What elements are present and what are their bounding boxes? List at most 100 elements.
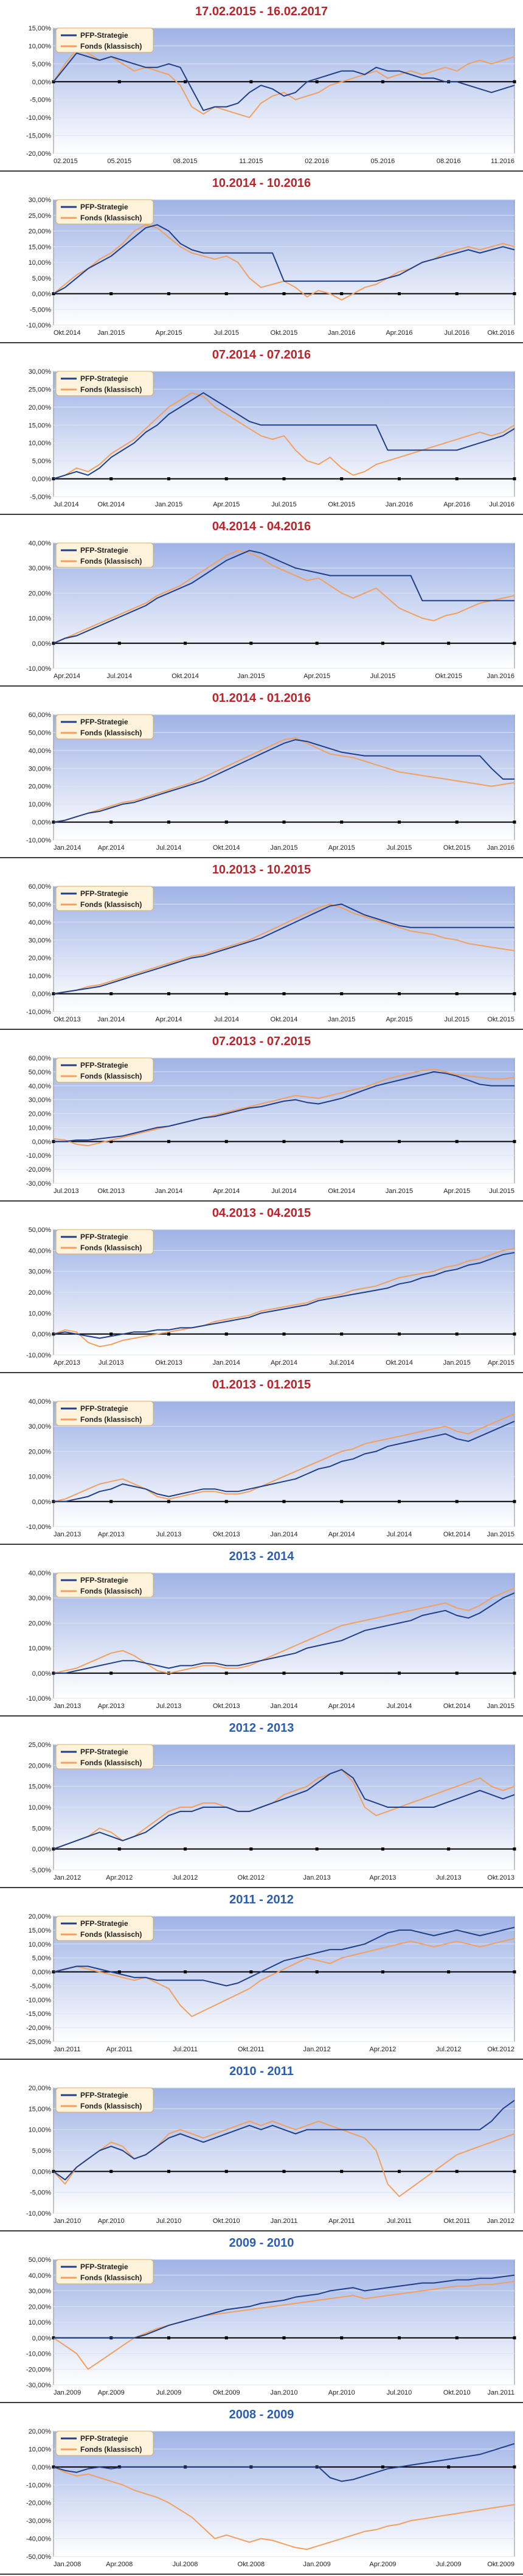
legend: PFP-Strategie Fonds (klassisch) (55, 199, 154, 225)
y-tick-label: -40,00% (26, 2536, 51, 2543)
chart-title: 04.2014 - 04.2016 (212, 520, 311, 533)
y-tick-label: 50,00% (29, 1069, 52, 1076)
x-tick-label: Okt.2008 (238, 2561, 265, 2568)
y-tick-label: -10,00% (26, 322, 51, 329)
x-tick-label: Jan.2010 (270, 2389, 297, 2396)
legend: PFP-Strategie Fonds (klassisch) (55, 2431, 154, 2456)
x-tick-label: Okt.2009 (487, 2561, 514, 2568)
y-tick-label: -10,00% (26, 2210, 51, 2217)
x-axis-marker (340, 1500, 344, 1503)
line-chart: 15,00% 10,00% 5,00% 0,00% -5,00% -10,00% -15,0… (26, 25, 516, 165)
series-line-strategy (53, 2099, 515, 2181)
x-axis-marker (513, 992, 516, 996)
x-tick-label: Apr.2014 (328, 1531, 355, 1538)
x-axis-marker (455, 292, 459, 295)
y-tick-label: 10,00% (29, 1941, 52, 1948)
y-tick-label: -5,00% (30, 494, 51, 501)
panel-divider (0, 1029, 523, 1030)
y-tick-label: 25,00% (29, 1741, 52, 1749)
series-line-strategy (53, 224, 515, 295)
legend-label-fund: Fonds (klassisch) (80, 1587, 142, 1595)
x-tick-label: Jan.2009 (303, 2561, 331, 2568)
y-tick-label: -20,00% (26, 2366, 51, 2373)
y-tick-label: 0,00% (32, 1969, 51, 1976)
x-tick-label: Jul.2013 (156, 1531, 182, 1538)
x-tick-label: Jul.2012 (436, 2046, 462, 2053)
line-chart: 40,00%30,00%20,00%10,00%0,00%-10,00%Apr.… (26, 540, 516, 680)
x-axis-marker (398, 1139, 401, 1143)
x-axis-marker (109, 1332, 113, 1336)
x-tick-label: Jan.2015 (487, 1703, 514, 1710)
x-axis-marker (315, 642, 319, 645)
x-axis-marker (117, 642, 121, 645)
x-tick-label: Apr.2014 (213, 1188, 240, 1195)
y-tick-label: 60,00% (29, 883, 52, 891)
line-chart: 25,00% 20,00% 15,00% 10,00% 5,00% 0,00% -5,00%… (29, 1741, 516, 1881)
x-axis-marker (184, 642, 187, 645)
legend-box (55, 1572, 154, 1598)
x-tick-label: Jul.2015 (370, 673, 396, 680)
y-tick-label: -5,00% (30, 1867, 51, 1874)
x-tick-label: Jan.2016 (386, 501, 413, 508)
x-tick-label: Okt.2014 (443, 1703, 471, 1710)
panel-divider (0, 1372, 523, 1373)
legend-box (55, 2087, 154, 2113)
legend: PFP-Strategie Fonds (klassisch) (55, 1401, 154, 1426)
y-tick-label: -20,00% (26, 1166, 51, 1174)
x-tick-label: Jul.2016 (444, 329, 469, 337)
chart-title: 04.2013 - 04.2015 (212, 1206, 311, 1220)
x-axis-marker (455, 1139, 459, 1143)
x-tick-label: Jul.2014 (329, 1359, 355, 1367)
panel-divider (0, 1715, 523, 1717)
y-tick-label: 30,00% (29, 197, 52, 204)
x-axis-marker (109, 477, 113, 481)
series-line-strategy (53, 392, 515, 480)
x-tick-label: Jan.2012 (487, 2217, 514, 2225)
y-tick-label: 0,00% (32, 819, 51, 827)
series-line-fund (53, 550, 515, 644)
y-tick-label: 20,00% (29, 783, 52, 791)
x-axis-marker (315, 1847, 319, 1851)
series-line-strategy (54, 1592, 515, 1674)
y-tick-label: -30,00% (26, 2518, 51, 2525)
x-axis-marker (381, 642, 384, 645)
y-tick-label: 10,00% (29, 2319, 52, 2326)
x-axis-marker (109, 821, 113, 824)
x-tick-label: Apr.2012 (369, 2046, 396, 2053)
chart-panel: 2008 - 2009 20,00% 10,00% 0,00% -10,00% -20,0… (0, 2403, 523, 2575)
x-axis-marker (398, 292, 401, 295)
x-tick-label: Apr.2014 (54, 673, 80, 680)
x-axis-marker (184, 80, 187, 83)
x-tick-label: Okt.2014 (328, 1188, 355, 1195)
chart-title: 2009 - 2010 (229, 2236, 294, 2250)
legend-label-fund: Fonds (klassisch) (80, 1072, 142, 1080)
line-chart: 50,00% 40,00% 30,00% 20,00% 10,00% 0,00% -10,0… (26, 2256, 516, 2396)
series-line-strategy (53, 550, 514, 644)
x-tick-label: Jul.2008 (173, 2561, 198, 2568)
legend-label-strategy: PFP-Strategie (80, 2434, 128, 2443)
x-tick-label: Apr.2016 (443, 501, 470, 508)
y-tick-label: 20,00% (29, 590, 52, 597)
x-tick-label: Jan.2016 (487, 844, 514, 852)
series-line-strategy (53, 903, 514, 995)
legend-label-strategy: PFP-Strategie (80, 1748, 128, 1756)
x-axis-marker (513, 477, 516, 481)
y-tick-label: 20,00% (29, 1620, 52, 1627)
y-tick-label: -20,00% (26, 2025, 51, 2032)
series-line-fund (53, 1413, 515, 1502)
y-tick-label: -10,00% (26, 1152, 51, 1160)
legend-label-fund: Fonds (klassisch) (80, 2273, 142, 2282)
line-chart: 40,00%30,00%20,00%10,00%0,00%-10,00%Jan.… (26, 1398, 516, 1538)
y-tick-label: 40,00% (29, 540, 52, 547)
x-tick-label: Okt.2014 (171, 673, 199, 680)
y-tick-label: 50,00% (29, 729, 52, 737)
legend-label-fund: Fonds (klassisch) (80, 214, 142, 222)
x-tick-label: Okt.2016 (487, 329, 514, 337)
series-line-fund (53, 903, 515, 995)
x-tick-label: 02.2015 (54, 158, 78, 165)
panel-divider (0, 685, 523, 687)
chart-panel: 10.2014 - 10.2016 30,00% 25,00% 20,00% 15,00… (0, 172, 523, 343)
line-chart: 60,00% 50,00% 40,00% 30,00% 20,00% 10,00% 0,00… (26, 1055, 516, 1195)
x-tick-label: Jul.2013 (436, 1874, 462, 1881)
y-tick-label: -10,00% (26, 665, 51, 673)
